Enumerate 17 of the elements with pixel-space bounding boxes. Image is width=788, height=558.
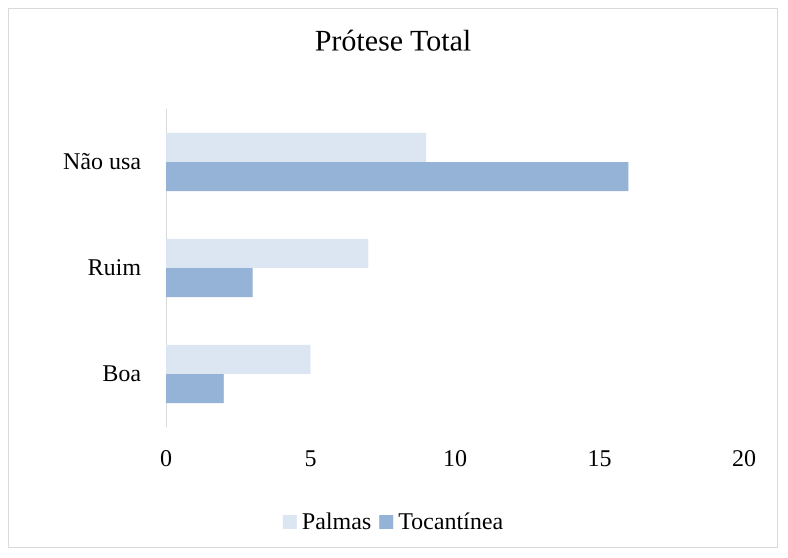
y-tick-label: Boa [102,361,142,387]
x-tick-label: 20 [732,446,756,472]
chart-title: Prótese Total [314,24,472,58]
x-tick-label: 15 [588,446,612,472]
x-tick-label: 5 [304,446,316,472]
bar [166,238,368,268]
bar [166,374,224,404]
bar [166,344,310,374]
y-tick-label: Não usa [63,149,142,175]
bar [166,132,426,162]
legend-label: Palmas [302,509,372,535]
x-tick-label: 0 [160,446,172,472]
bar [166,268,253,298]
x-tick-label: 10 [443,446,467,472]
legend-label: Tocantínea [398,509,504,535]
y-tick-label: Ruim [88,255,142,281]
bar [166,162,628,192]
